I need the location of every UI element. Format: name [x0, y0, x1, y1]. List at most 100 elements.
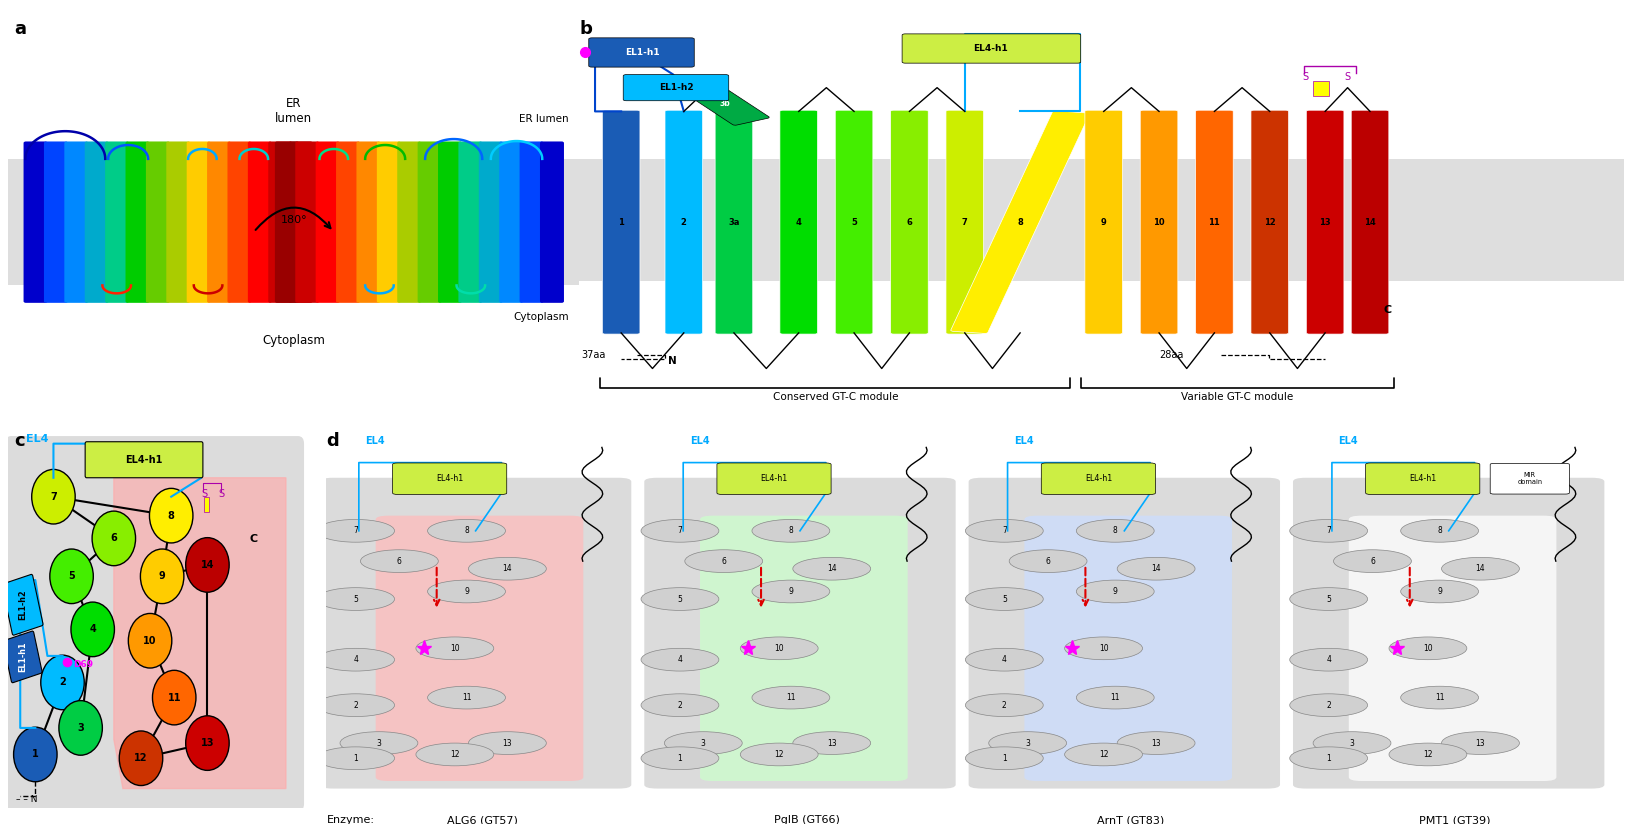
Circle shape	[59, 700, 103, 756]
Circle shape	[1077, 580, 1154, 603]
Text: 180°: 180°	[281, 215, 307, 225]
FancyBboxPatch shape	[356, 142, 380, 303]
Circle shape	[1064, 637, 1142, 660]
Text: 10: 10	[1098, 644, 1108, 653]
FancyBboxPatch shape	[519, 142, 543, 303]
Circle shape	[1289, 747, 1368, 770]
Text: D69: D69	[588, 38, 607, 47]
Text: 9: 9	[1102, 218, 1106, 227]
Text: 14: 14	[1364, 218, 1376, 227]
Text: 14: 14	[1151, 564, 1160, 574]
Text: 12: 12	[1263, 218, 1276, 227]
Text: 14: 14	[503, 564, 512, 574]
Text: EL4: EL4	[690, 436, 710, 446]
Bar	[1312, 82, 1330, 96]
Circle shape	[150, 489, 193, 543]
Text: 4: 4	[353, 655, 357, 664]
Text: EL1-h1: EL1-h1	[625, 48, 659, 57]
Text: 10: 10	[775, 644, 783, 653]
Circle shape	[317, 588, 395, 611]
Text: 1: 1	[619, 218, 623, 227]
Circle shape	[1441, 732, 1519, 755]
Text: 13: 13	[503, 738, 512, 747]
Text: 5: 5	[852, 218, 857, 227]
Text: 12: 12	[1098, 750, 1108, 759]
Text: EL1-h1: EL1-h1	[18, 641, 28, 672]
Text: 8: 8	[1017, 218, 1023, 227]
Circle shape	[966, 648, 1043, 671]
Text: 1: 1	[1327, 754, 1332, 763]
Text: Variable GT-C module: Variable GT-C module	[1182, 392, 1294, 402]
Circle shape	[966, 519, 1043, 542]
Text: ALG6 (GT57): ALG6 (GT57)	[447, 815, 517, 824]
Circle shape	[793, 557, 871, 580]
Text: 6: 6	[111, 533, 118, 543]
Circle shape	[793, 732, 871, 755]
Text: EL4-h1: EL4-h1	[1085, 475, 1111, 484]
FancyBboxPatch shape	[274, 142, 299, 303]
Circle shape	[317, 694, 395, 717]
Text: 10: 10	[1423, 644, 1433, 653]
Text: EL4-h1: EL4-h1	[436, 475, 463, 484]
FancyBboxPatch shape	[951, 111, 1090, 334]
Text: 6: 6	[906, 218, 912, 227]
Text: 7: 7	[1002, 527, 1007, 536]
Text: 2: 2	[353, 700, 357, 709]
Circle shape	[317, 519, 395, 542]
FancyBboxPatch shape	[623, 75, 730, 101]
FancyBboxPatch shape	[126, 142, 150, 303]
FancyBboxPatch shape	[375, 516, 583, 781]
FancyBboxPatch shape	[969, 478, 1279, 789]
Text: 1: 1	[677, 754, 682, 763]
FancyBboxPatch shape	[540, 142, 565, 303]
Circle shape	[1118, 732, 1195, 755]
FancyBboxPatch shape	[248, 142, 273, 303]
FancyBboxPatch shape	[268, 142, 292, 303]
Circle shape	[752, 580, 829, 603]
Circle shape	[317, 747, 395, 770]
FancyBboxPatch shape	[145, 142, 170, 303]
Circle shape	[641, 747, 718, 770]
FancyBboxPatch shape	[902, 34, 1080, 63]
Circle shape	[140, 549, 184, 604]
Circle shape	[641, 519, 718, 542]
Text: S: S	[1343, 72, 1350, 82]
FancyBboxPatch shape	[418, 142, 442, 303]
Circle shape	[428, 686, 506, 709]
Text: 2: 2	[677, 700, 682, 709]
Text: 6: 6	[1369, 557, 1374, 565]
Circle shape	[966, 694, 1043, 717]
Text: 1: 1	[353, 754, 357, 763]
Circle shape	[752, 519, 829, 542]
Circle shape	[1389, 743, 1467, 765]
Text: 4: 4	[1327, 655, 1332, 664]
Text: 11: 11	[1209, 218, 1221, 227]
Circle shape	[13, 727, 57, 782]
Text: EL4: EL4	[26, 434, 49, 444]
FancyBboxPatch shape	[64, 142, 88, 303]
Text: 13: 13	[1319, 218, 1332, 227]
Text: 9: 9	[1113, 587, 1118, 596]
Text: 11: 11	[168, 693, 181, 703]
Text: EL1-h2: EL1-h2	[18, 589, 28, 620]
Circle shape	[641, 588, 718, 611]
Text: 7: 7	[677, 527, 682, 536]
Circle shape	[468, 732, 547, 755]
Circle shape	[129, 613, 171, 668]
Text: 8: 8	[168, 511, 175, 521]
Polygon shape	[114, 478, 286, 789]
Text: 12: 12	[775, 750, 783, 759]
Bar	[579, 159, 1624, 282]
Text: 4: 4	[677, 655, 682, 664]
Circle shape	[1064, 743, 1142, 765]
Text: 9: 9	[463, 587, 468, 596]
FancyBboxPatch shape	[780, 110, 818, 334]
FancyBboxPatch shape	[166, 142, 191, 303]
Text: 8: 8	[788, 527, 793, 536]
Circle shape	[416, 637, 494, 660]
Text: 1: 1	[33, 750, 39, 760]
FancyBboxPatch shape	[459, 142, 483, 303]
Circle shape	[1333, 550, 1412, 573]
Text: EL4: EL4	[1013, 436, 1033, 446]
Text: 14: 14	[827, 564, 837, 574]
